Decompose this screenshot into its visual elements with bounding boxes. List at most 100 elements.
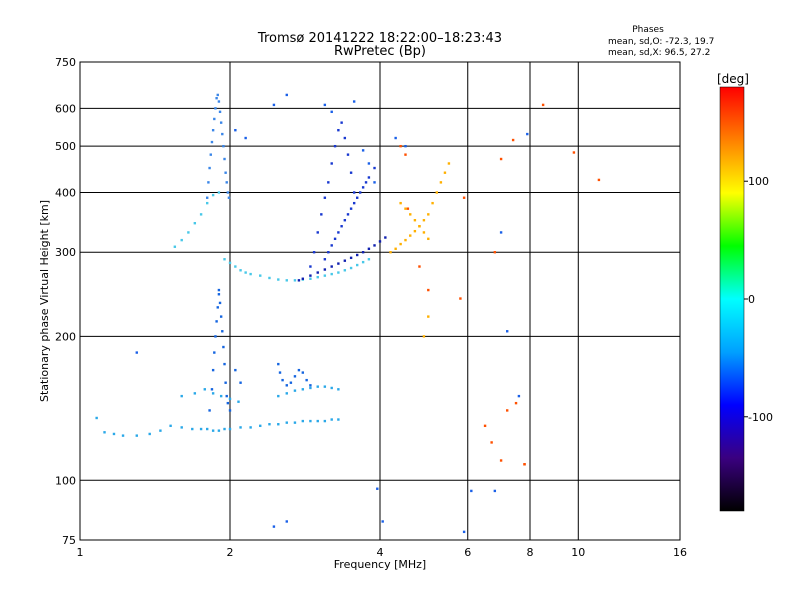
data-point <box>349 171 353 174</box>
data-point <box>422 231 426 234</box>
chart-title: Tromsø 20141222 18:22:00–18:23:43 <box>257 31 502 46</box>
stats-line-o: mean, sd,O: -72.3, 19.7 <box>608 37 714 47</box>
data-point <box>349 256 353 260</box>
y-tick-label: 75 <box>62 534 76 547</box>
data-point <box>373 166 376 170</box>
data-point <box>112 432 116 436</box>
data-point <box>333 237 337 241</box>
data-point <box>413 229 417 233</box>
data-point <box>323 385 327 388</box>
colorbar-tick-label: 0 <box>748 293 755 306</box>
data-point <box>337 128 340 132</box>
data-point <box>355 196 359 199</box>
data-point <box>404 153 407 156</box>
data-point <box>517 394 521 398</box>
data-point <box>316 271 319 274</box>
x-tick-label: 4 <box>377 546 384 559</box>
data-point <box>211 429 215 432</box>
data-point <box>219 121 223 124</box>
data-point <box>259 274 262 277</box>
data-point <box>330 272 333 276</box>
data-point <box>217 293 221 296</box>
data-point <box>193 392 197 395</box>
y-tick-label: 500 <box>55 140 76 153</box>
data-point <box>180 238 183 242</box>
data-point <box>277 394 280 398</box>
data-point <box>330 110 333 114</box>
data-point <box>330 386 333 390</box>
data-point <box>373 181 376 184</box>
data-point <box>323 268 327 271</box>
data-point <box>218 301 222 305</box>
data-point <box>205 201 209 205</box>
data-point <box>358 191 362 194</box>
data-point <box>213 117 216 121</box>
data-point <box>327 251 330 254</box>
data-point <box>234 368 237 372</box>
data-point <box>237 400 240 403</box>
data-point <box>277 278 280 281</box>
data-point <box>309 277 312 280</box>
data-point <box>249 426 252 429</box>
data-point <box>323 274 327 277</box>
data-point <box>285 421 288 424</box>
data-point <box>337 388 340 391</box>
data-point <box>378 240 382 243</box>
data-point <box>367 258 371 261</box>
data-point <box>505 330 509 333</box>
colorbar-tick-label: 100 <box>748 175 769 188</box>
grid-lines <box>80 62 680 540</box>
data-point <box>418 265 421 268</box>
data-point <box>272 525 276 528</box>
data-point <box>239 381 242 384</box>
data-point <box>422 335 426 338</box>
data-point <box>301 419 305 423</box>
data-point <box>277 362 280 366</box>
data-point <box>337 418 340 421</box>
data-point <box>499 231 503 234</box>
data-point <box>399 242 402 246</box>
data-point <box>346 153 350 156</box>
data-point <box>309 384 312 387</box>
stats-heading: Phases <box>632 25 664 35</box>
data-point <box>281 378 284 382</box>
data-point <box>217 191 221 194</box>
data-point <box>499 157 503 161</box>
data-point <box>330 418 333 421</box>
data-point <box>244 136 247 140</box>
data-point <box>330 265 333 268</box>
data-point <box>323 258 327 261</box>
data-point <box>376 487 379 490</box>
data-point <box>211 368 215 372</box>
data-point <box>277 423 280 426</box>
data-point <box>224 171 227 174</box>
data-point <box>404 207 407 210</box>
y-tick-labels: 75 100 200 300 400 500 600 750 <box>55 56 76 547</box>
data-point <box>234 128 237 132</box>
series-sparse-cool <box>135 93 529 534</box>
data-point <box>222 144 225 148</box>
data-point <box>199 427 203 431</box>
data-point <box>211 128 215 132</box>
data-point <box>343 269 347 272</box>
data-point <box>373 244 376 247</box>
y-tick-label: 300 <box>55 246 76 259</box>
data-point <box>352 201 356 205</box>
data-point <box>228 409 232 412</box>
y-tick-label: 600 <box>55 102 76 115</box>
data-point <box>346 213 350 216</box>
data-point <box>234 265 237 268</box>
data-points <box>95 93 601 534</box>
data-point <box>316 231 319 234</box>
data-point <box>301 371 305 374</box>
data-point <box>323 196 327 199</box>
data-point <box>208 166 211 170</box>
data-point <box>343 136 347 140</box>
data-point <box>217 288 221 292</box>
data-point <box>180 426 183 429</box>
data-point <box>169 424 172 428</box>
data-point <box>309 386 312 390</box>
x-tick-labels: 1 2 4 6 8 10 16 <box>77 546 688 559</box>
data-point <box>217 100 221 103</box>
data-point <box>191 427 194 431</box>
